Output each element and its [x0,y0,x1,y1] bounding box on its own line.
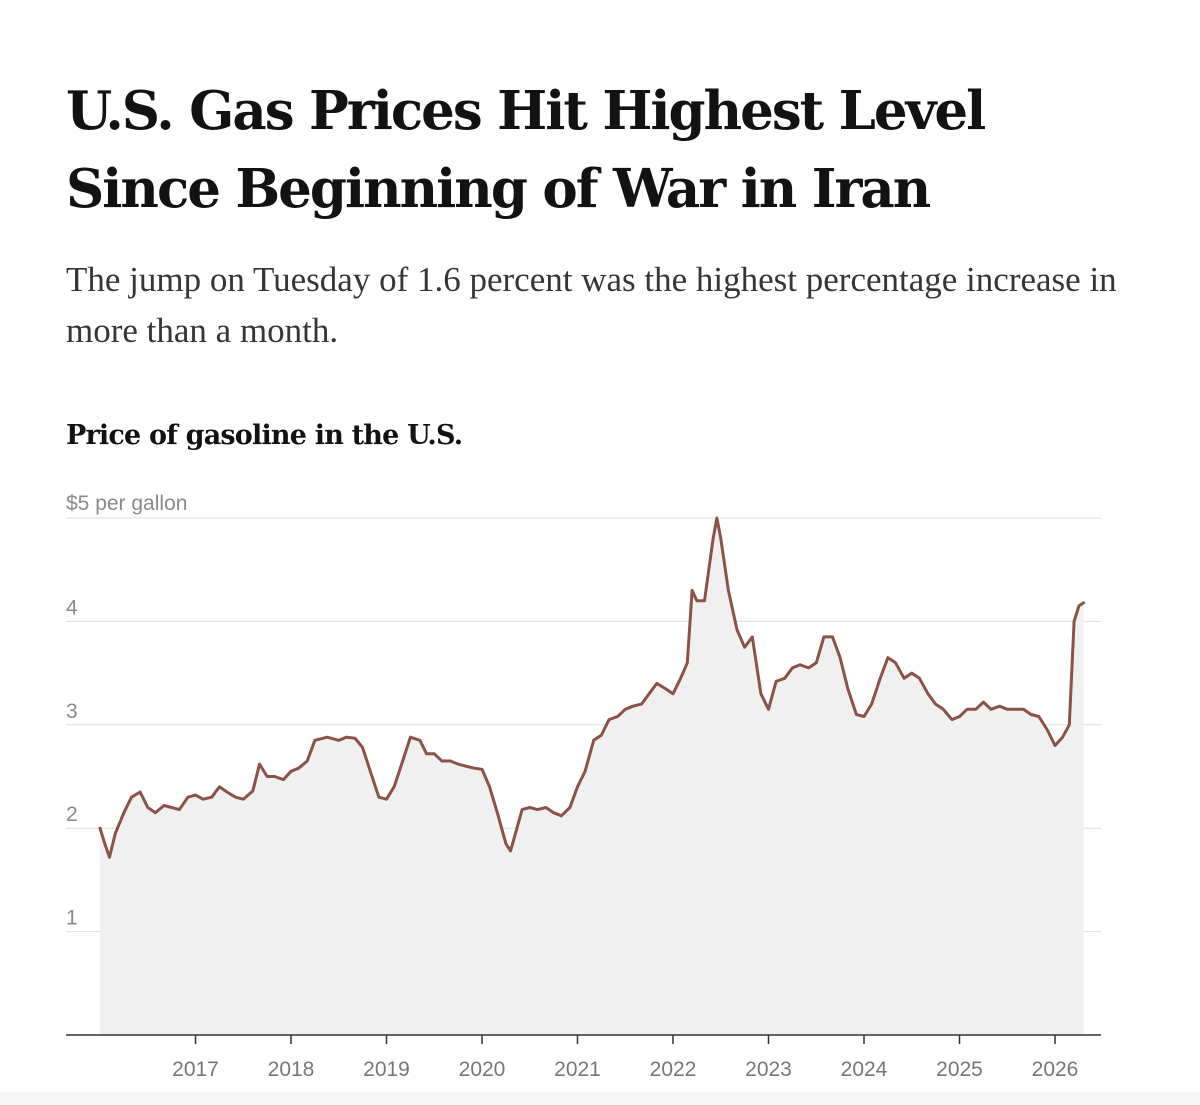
footer-band [0,1092,1200,1105]
axis-ticks: 1 2 3 4 2017 2018 2019 2020 2021 2022 2023 2024 2025… [66,596,1078,1081]
chart-title: Price of gasoline in the U.S. [66,420,463,451]
price-area-fill [100,518,1084,1035]
y-tick-label: 3 [66,700,78,723]
x-tick-label: 2018 [268,1058,315,1081]
x-tick-label: 2024 [841,1058,888,1081]
x-tick-label: 2021 [554,1058,601,1081]
dek: The jump on Tuesday of 1.6 percent was t… [66,260,1117,350]
y-tick-label: 1 [66,907,78,930]
y-axis-label: $5 per gallon [66,492,187,515]
headline: U.S. Gas Prices Hit Highest Level Since … [66,80,986,220]
x-tick-label: 2022 [650,1058,697,1081]
x-tick-label: 2020 [459,1058,506,1081]
x-tick-label: 2017 [172,1058,219,1081]
gas-price-chart: 1 2 3 4 2017 2018 2019 2020 2021 2022 2023 2024 2025… [66,492,1101,1081]
price-line [98,516,1086,859]
x-tick-label: 2025 [936,1058,983,1081]
y-tick-label: 4 [66,596,78,619]
y-tick-label: 2 [66,803,78,826]
x-tick-label: 2026 [1032,1058,1079,1081]
x-tick-label: 2023 [745,1058,792,1081]
x-tick-label: 2019 [363,1058,410,1081]
